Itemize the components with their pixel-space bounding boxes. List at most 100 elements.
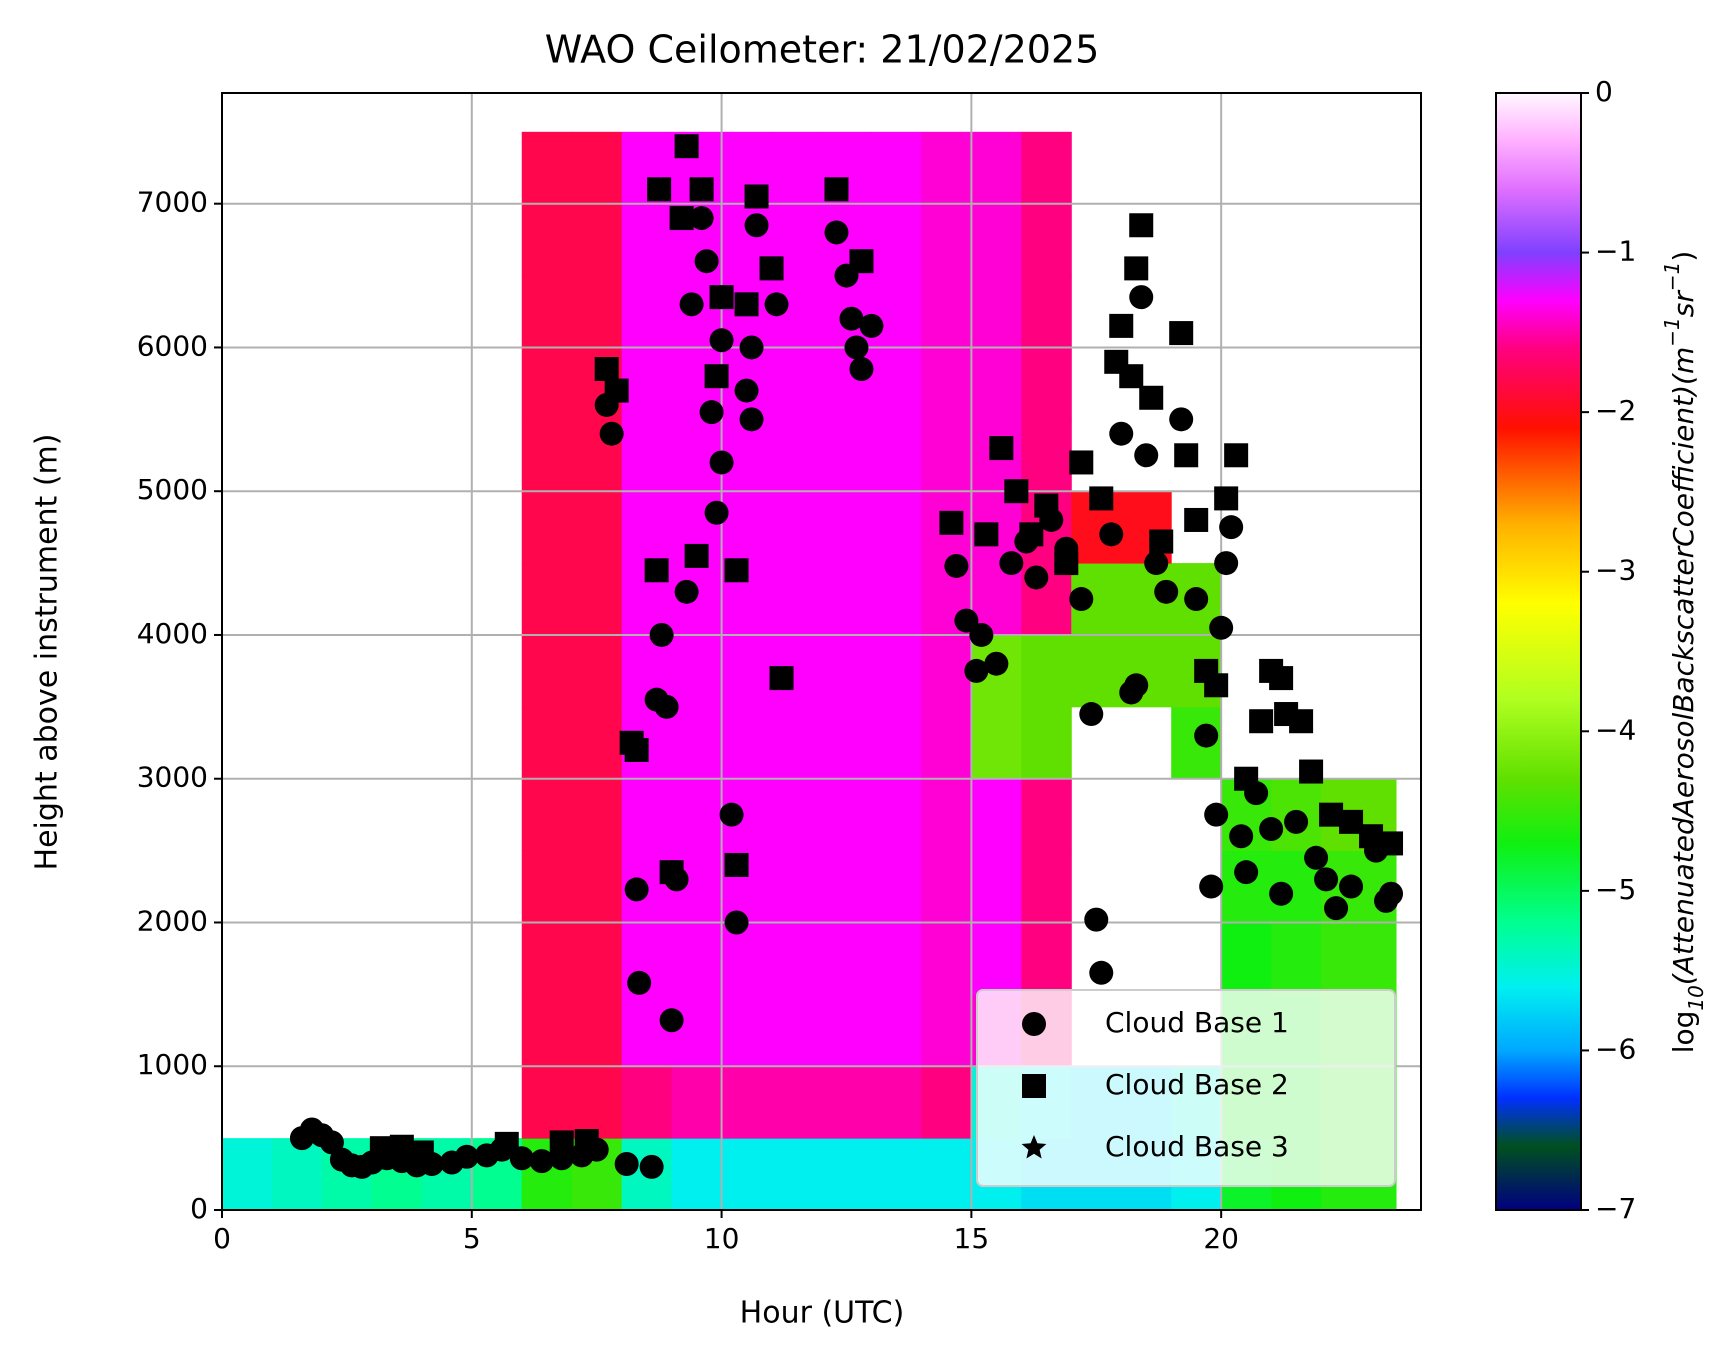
point (659, 860, 684, 885)
heatmap-cell (721, 1066, 773, 1139)
heatmap-cell (771, 706, 822, 780)
point (649, 622, 674, 647)
point (1004, 479, 1029, 504)
point (704, 364, 729, 389)
point (1234, 766, 1259, 791)
heatmap-cell (921, 1138, 972, 1211)
x-tick-label: 15 (954, 1222, 990, 1255)
y-tick-label: 7000 (137, 186, 208, 219)
heatmap-cell (821, 491, 872, 564)
point (614, 1151, 639, 1176)
point (1184, 587, 1209, 612)
heatmap-cell (821, 850, 872, 923)
heatmap-cell (771, 778, 822, 852)
point (939, 510, 964, 535)
colorbar-label: log10(AttenuatedAerosolBackscatterCoeffi… (1660, 251, 1708, 1054)
heatmap-cell (971, 203, 1022, 277)
legend-label: Cloud Base 3 (1105, 1130, 1289, 1163)
point (1169, 321, 1194, 346)
heatmap-cell (971, 922, 1022, 995)
point (699, 400, 724, 425)
point (1054, 551, 1079, 576)
point (574, 1128, 599, 1153)
legend-label: Cloud Base 1 (1105, 1006, 1289, 1039)
legend-label: Cloud Base 2 (1105, 1068, 1289, 1101)
point (627, 970, 652, 995)
heatmap-cell (871, 347, 922, 420)
colorbar-label-part: −1 (1660, 317, 1684, 346)
heatmap-cell (521, 634, 573, 708)
point (964, 658, 989, 683)
heatmap-cell (671, 994, 723, 1067)
point (1269, 666, 1294, 691)
point (1204, 802, 1229, 827)
point (549, 1130, 574, 1155)
point (1124, 256, 1149, 281)
point (839, 306, 864, 331)
heatmap-cell (921, 634, 972, 708)
point (844, 335, 869, 360)
heatmap-cell (521, 275, 573, 348)
heatmap-cell (871, 275, 922, 348)
heatmap-cell (521, 419, 573, 492)
heatmap-cell (621, 275, 673, 348)
point (594, 357, 619, 382)
point (734, 378, 759, 403)
point (999, 551, 1024, 576)
heatmap-cell (921, 922, 972, 995)
heatmap-cell (521, 922, 573, 995)
x-tick-label: 10 (704, 1222, 740, 1255)
point (689, 206, 714, 231)
point (944, 553, 969, 578)
point (639, 1154, 664, 1179)
point (654, 694, 679, 719)
heatmap-cell (621, 994, 673, 1067)
point (1084, 907, 1109, 932)
point (1229, 824, 1254, 849)
heatmap-cell (1071, 634, 1122, 708)
point (719, 802, 744, 827)
y-tick-label: 1000 (137, 1048, 208, 1081)
heatmap-cell (222, 1138, 273, 1211)
heatmap-cell (671, 706, 723, 780)
point (529, 1149, 554, 1174)
colorbar-label-part: log (1667, 1011, 1700, 1054)
heatmap-cell (871, 922, 922, 995)
point (859, 313, 884, 338)
point (824, 177, 849, 202)
y-tick-label: 2000 (137, 904, 208, 937)
heatmap-cell (921, 131, 972, 205)
heatmap-cell (571, 994, 623, 1067)
heatmap-cell (771, 922, 822, 995)
heatmap-cell (671, 922, 723, 995)
heatmap-cell (521, 994, 573, 1067)
point (684, 543, 709, 568)
colorbar-tick-label: −5 (1595, 873, 1636, 906)
heatmap-cell (671, 1066, 723, 1139)
heatmap-cell (621, 778, 673, 852)
heatmap-cell (571, 922, 623, 995)
point (1034, 493, 1059, 518)
point (1209, 615, 1234, 640)
point (1234, 860, 1259, 885)
y-axis-label: Height above instrument (m) (30, 434, 65, 871)
point (1299, 759, 1324, 784)
heatmap-cell (821, 419, 872, 492)
point (1089, 960, 1114, 985)
x-tick-label: 20 (1203, 1222, 1239, 1255)
heatmap-cell (771, 491, 822, 564)
point (989, 436, 1014, 461)
heatmap-cell (921, 850, 972, 923)
heatmap-cell (771, 419, 822, 492)
point (454, 1144, 479, 1169)
point (1099, 522, 1124, 547)
point (969, 622, 994, 647)
legend: Cloud Base 1 Cloud Base 2 Cloud Base 3 (976, 989, 1396, 1187)
heatmap-cell (571, 491, 623, 564)
point (1199, 874, 1224, 899)
heatmap-cell (571, 634, 623, 708)
point (659, 1008, 684, 1033)
point (1214, 551, 1239, 576)
point (1169, 407, 1194, 432)
point (1139, 385, 1164, 410)
